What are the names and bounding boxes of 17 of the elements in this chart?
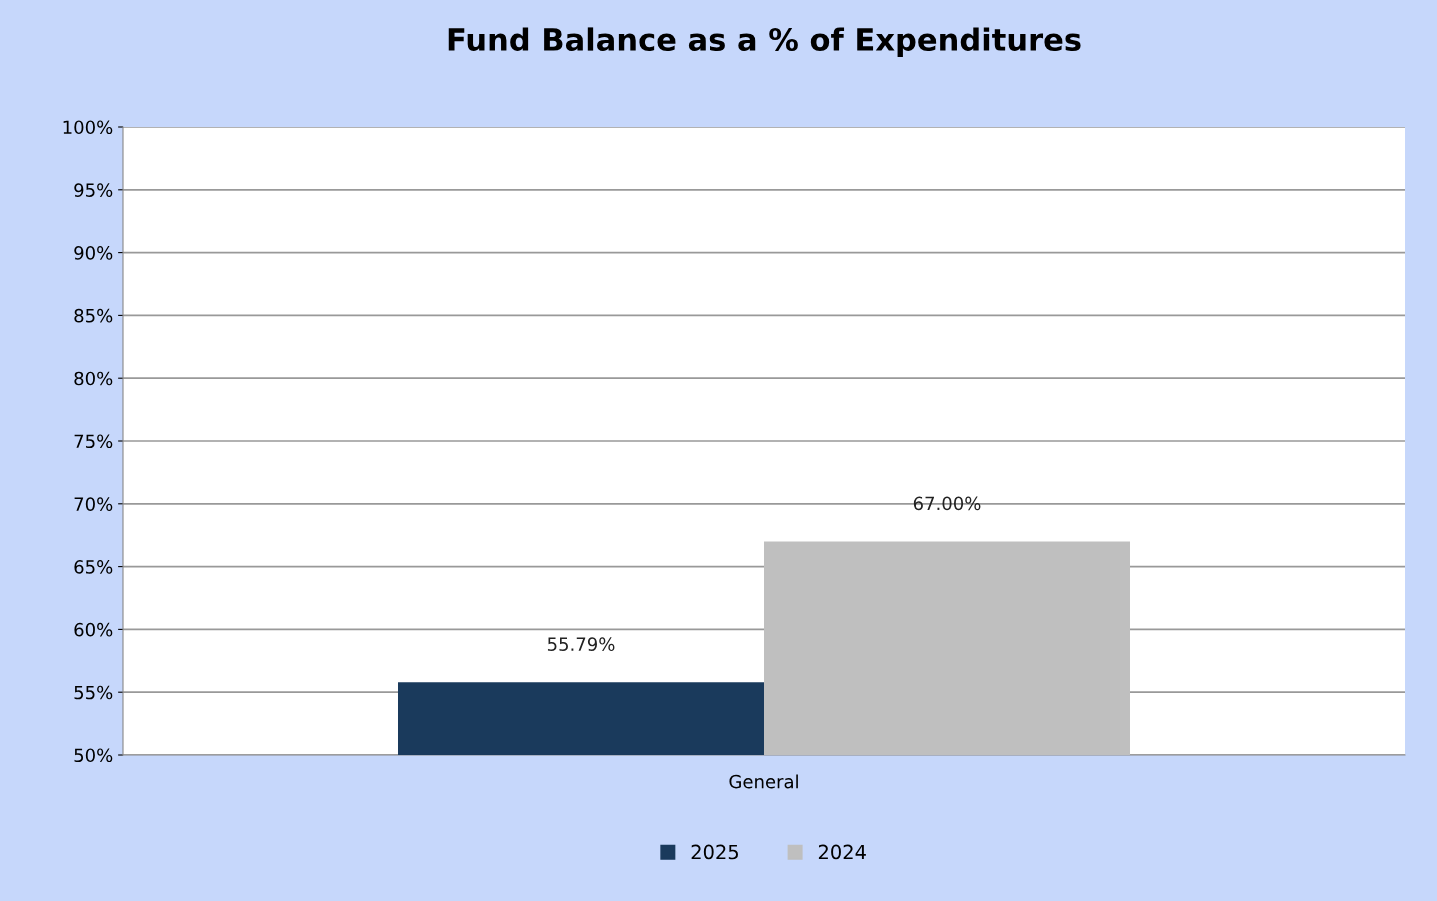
y-tick-label: 90% — [74, 246, 113, 260]
y-tick-label: 50% — [74, 748, 113, 763]
y-tick-label: 65% — [74, 560, 113, 574]
y-tick-label: 85% — [74, 308, 113, 323]
y-tick-label: 75% — [74, 434, 113, 449]
data-label: 67.00% — [913, 496, 981, 511]
y-tick-label: 70% — [74, 497, 113, 511]
y-tick-label: 60% — [74, 622, 113, 637]
y-tick-label: 100% — [63, 120, 113, 135]
y-tick-label: 80% — [74, 371, 113, 386]
data-label: 55.79% — [547, 637, 615, 651]
y-tick-label: 95% — [74, 183, 113, 197]
legend-label: 2025 — [691, 844, 738, 860]
x-tick-label: General — [729, 774, 798, 789]
legend-label: 2024 — [818, 844, 866, 860]
y-tick-label: 55% — [74, 685, 113, 700]
chart-title: Fund Balance as a % of Expenditures — [448, 27, 1081, 57]
